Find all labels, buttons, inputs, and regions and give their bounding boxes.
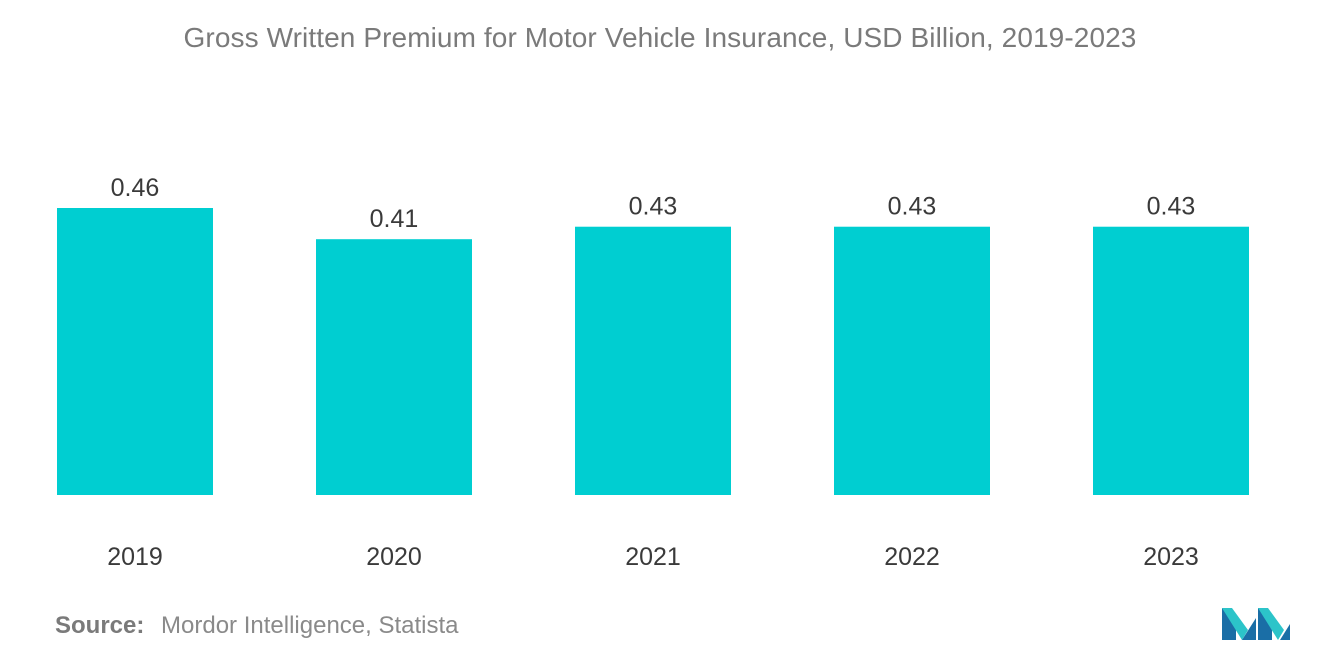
bar-2021	[575, 226, 731, 495]
x-tick-label-2020: 2020	[366, 543, 422, 571]
bar-chart: 0.46 2019 0.41 2020 0.43 2021 0.43 2022 0.43 2023	[57, 174, 1249, 571]
chart-title: Gross Written Premium for Motor Vehicle …	[183, 22, 1137, 53]
value-label-2019: 0.46	[111, 174, 160, 202]
bar-2023	[1093, 226, 1249, 495]
value-label-2023: 0.43	[1147, 193, 1196, 221]
bar-2022	[834, 226, 990, 495]
value-label-2022: 0.43	[888, 193, 937, 221]
source-label: Source:	[55, 612, 145, 639]
x-tick-label-2021: 2021	[625, 543, 681, 571]
x-tick-label-2023: 2023	[1143, 543, 1199, 571]
value-label-2020: 0.41	[370, 205, 419, 233]
value-label-2021: 0.43	[629, 193, 678, 221]
bar-2020	[316, 239, 472, 495]
source-text: Mordor Intelligence, Statista	[161, 612, 459, 639]
mordor-intelligence-logo-icon	[1222, 608, 1290, 640]
x-tick-label-2019: 2019	[107, 543, 163, 571]
x-tick-label-2022: 2022	[884, 543, 940, 571]
bar-2019	[57, 208, 213, 495]
source-note: Source: Mordor Intelligence, Statista	[55, 612, 459, 640]
